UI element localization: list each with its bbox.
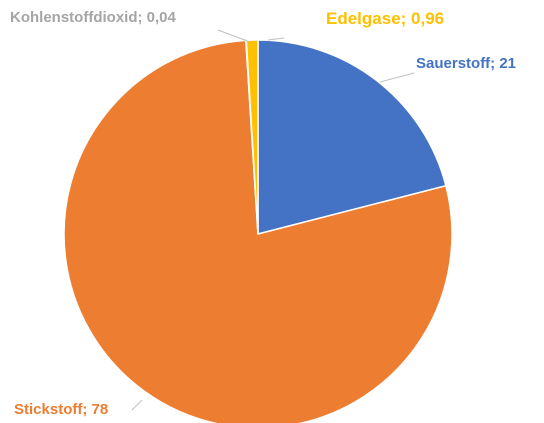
leader-lines — [131, 29, 415, 411]
leader-line-stickstoff — [131, 399, 143, 411]
leader-line-kohlenstoffdioxid — [217, 29, 251, 43]
data-label-sauerstoff: Sauerstoff; 21 — [416, 55, 516, 72]
slice-labels: Sauerstoff; 21 Stickstoff; 78 Kohlenstoffd… — [10, 9, 516, 418]
pie-slice-stickstoff — [63, 39, 453, 423]
leader-line-sauerstoff — [379, 72, 415, 83]
data-label-stickstoff: Stickstoff; 78 — [14, 401, 108, 418]
pie-slices — [63, 39, 453, 423]
leader-line-edelgase — [267, 37, 285, 41]
data-label-edelgase: Edelgase; 0,96 — [326, 9, 444, 28]
pie-slice-sauerstoff — [257, 39, 447, 235]
data-label-kohlenstoffdioxid: Kohlenstoffdioxid; 0,04 — [10, 9, 177, 26]
